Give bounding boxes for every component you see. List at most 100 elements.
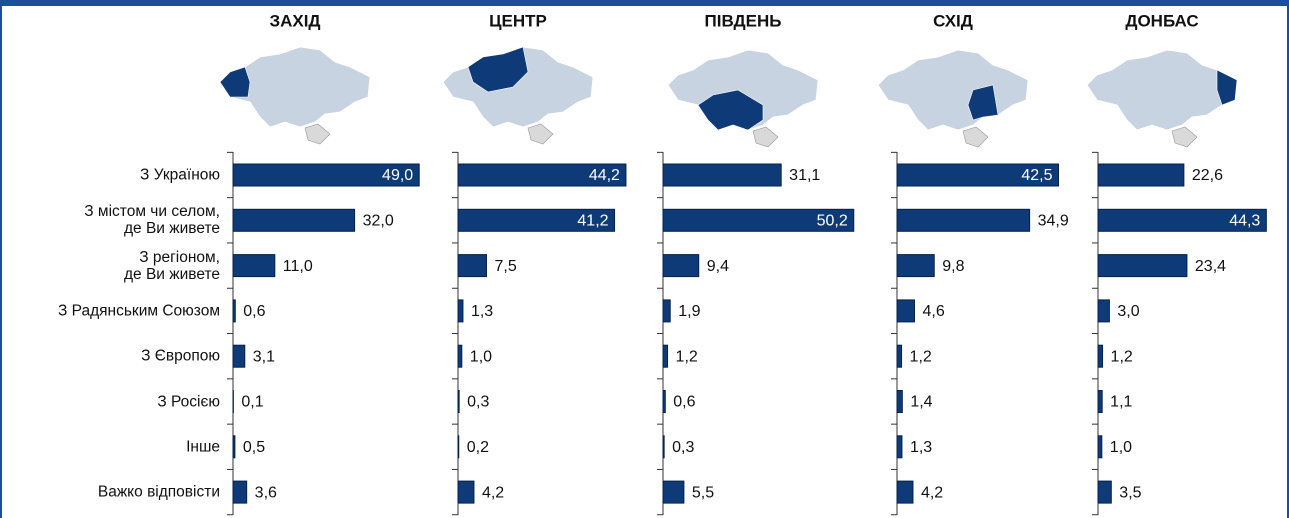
value-label: 0,1 <box>241 394 263 411</box>
value-label: 42,5 <box>1021 167 1052 184</box>
map <box>667 49 819 148</box>
value-label: 9,4 <box>707 258 729 275</box>
value-label: 32,0 <box>363 213 394 230</box>
value-label: 34,9 <box>1038 213 1069 230</box>
bar <box>896 254 935 278</box>
value-label: 1,4 <box>910 394 932 411</box>
bar <box>232 254 276 278</box>
value-label: 0,2 <box>467 439 489 456</box>
value-label: 1,1 <box>1110 394 1132 411</box>
bar <box>896 390 903 413</box>
bar <box>662 299 671 323</box>
category-label: Важко відповісти <box>97 483 220 501</box>
value-label: 3,6 <box>255 484 277 501</box>
map <box>1086 49 1238 148</box>
panel-title: ДОНБАС <box>1125 11 1198 30</box>
value-label: 4,2 <box>482 484 504 501</box>
bar <box>1097 390 1103 413</box>
value-label: 3,0 <box>1117 303 1139 320</box>
bar <box>1097 208 1267 232</box>
value-label: 1,9 <box>678 303 700 320</box>
bar <box>1097 299 1110 323</box>
bar <box>457 344 463 368</box>
value-label: 3,1 <box>253 348 275 365</box>
bar <box>662 344 669 368</box>
bar <box>232 344 246 368</box>
value-label: 0,5 <box>243 439 265 456</box>
value-label: 4,6 <box>922 303 944 320</box>
bar <box>662 163 782 187</box>
value-label: 1,3 <box>471 303 493 320</box>
bar <box>457 208 616 232</box>
value-label: 7,5 <box>495 258 517 275</box>
bar <box>457 254 487 278</box>
bar <box>457 299 464 323</box>
bar <box>1097 480 1112 504</box>
bar <box>896 435 903 459</box>
value-label: 1,0 <box>1110 439 1132 456</box>
category-label: З регіоном, де Ви живете <box>123 248 220 283</box>
bar <box>662 208 855 232</box>
bar <box>232 435 236 459</box>
bar <box>232 163 420 187</box>
value-label: 0,3 <box>672 439 694 456</box>
value-label: 44,3 <box>1229 213 1260 230</box>
right-border <box>1287 0 1289 518</box>
bar <box>662 390 666 413</box>
value-label: 0,3 <box>467 394 489 411</box>
bar <box>896 299 915 323</box>
top-band <box>0 0 1289 6</box>
value-label: 9,8 <box>942 258 964 275</box>
bar <box>662 435 665 459</box>
value-label: 4,2 <box>921 484 943 501</box>
value-label: 41,2 <box>577 213 608 230</box>
bar <box>457 435 460 459</box>
panel-title: ПІВДЕНЬ <box>705 11 782 30</box>
value-label: 50,2 <box>817 213 848 230</box>
bar <box>662 254 700 278</box>
bar <box>1097 435 1103 459</box>
bar <box>457 480 475 504</box>
value-label: 23,4 <box>1195 258 1226 275</box>
category-label: З Європою <box>141 347 220 365</box>
value-label: 0,6 <box>673 394 695 411</box>
bar <box>232 480 248 504</box>
bar <box>232 299 236 323</box>
map <box>219 46 371 145</box>
category-label: З містом чи селом, де Ви живете <box>84 203 220 238</box>
bar <box>896 344 903 368</box>
bar <box>1097 163 1185 187</box>
value-label: 3,5 <box>1119 484 1141 501</box>
bar <box>457 390 460 413</box>
panel-title: ЦЕНТР <box>489 11 547 30</box>
category-label: Інше <box>186 438 220 456</box>
value-label: 49,0 <box>382 167 413 184</box>
panel-title: ЗАХІД <box>269 11 320 30</box>
map <box>442 46 594 145</box>
value-label: 5,5 <box>692 484 714 501</box>
value-label: 31,1 <box>789 167 820 184</box>
value-label: 1,2 <box>1111 348 1133 365</box>
value-label: 11,0 <box>283 258 313 275</box>
value-label: 22,6 <box>1192 167 1223 184</box>
bar <box>232 208 356 232</box>
bar <box>896 163 1059 187</box>
value-label: 1,2 <box>676 348 698 365</box>
value-label: 1,2 <box>910 348 932 365</box>
value-label: 44,2 <box>589 167 620 184</box>
panel-title: СХІД <box>933 11 973 30</box>
value-label: 0,6 <box>243 303 265 320</box>
bar <box>896 480 914 504</box>
map <box>877 49 1029 148</box>
bar <box>662 480 685 504</box>
value-label: 1,0 <box>470 348 492 365</box>
bar <box>457 163 627 187</box>
value-label: 1,3 <box>910 439 932 456</box>
bar <box>1097 254 1188 278</box>
category-label: З Росією <box>157 393 220 410</box>
category-label: З Україною <box>140 166 220 184</box>
left-border <box>0 0 2 518</box>
bar <box>896 208 1031 232</box>
